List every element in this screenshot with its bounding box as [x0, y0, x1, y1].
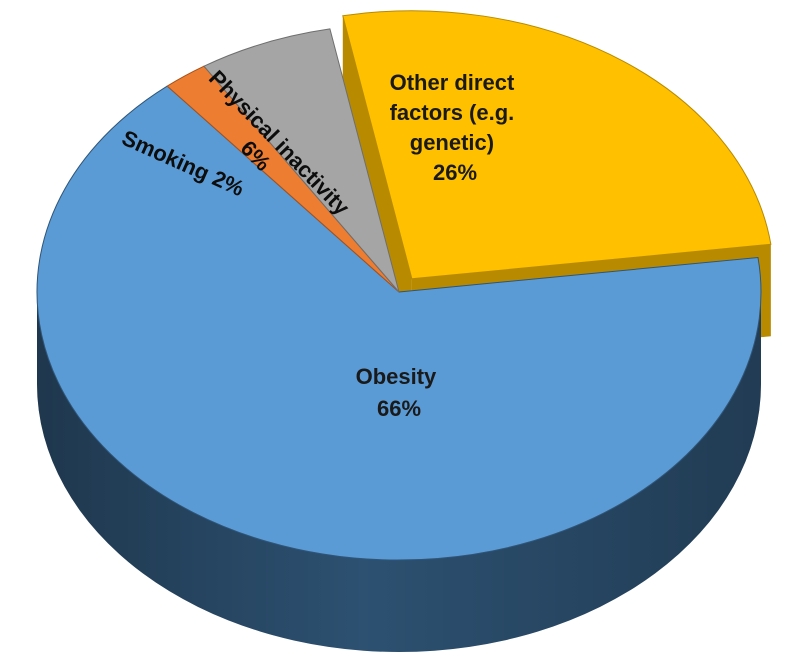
slice-physical-inactivity [203, 28, 400, 293]
label-obesity: Obesity 66% [356, 364, 443, 421]
pie-tops [36, 10, 772, 561]
slice-obesity [36, 85, 762, 561]
slice-other-direct-factors-e-g-genetic [342, 10, 772, 280]
slice-side-shading [37, 292, 761, 652]
label-other-direct-factors: Other direct factors (e.g. genetic) 26% [390, 70, 521, 185]
